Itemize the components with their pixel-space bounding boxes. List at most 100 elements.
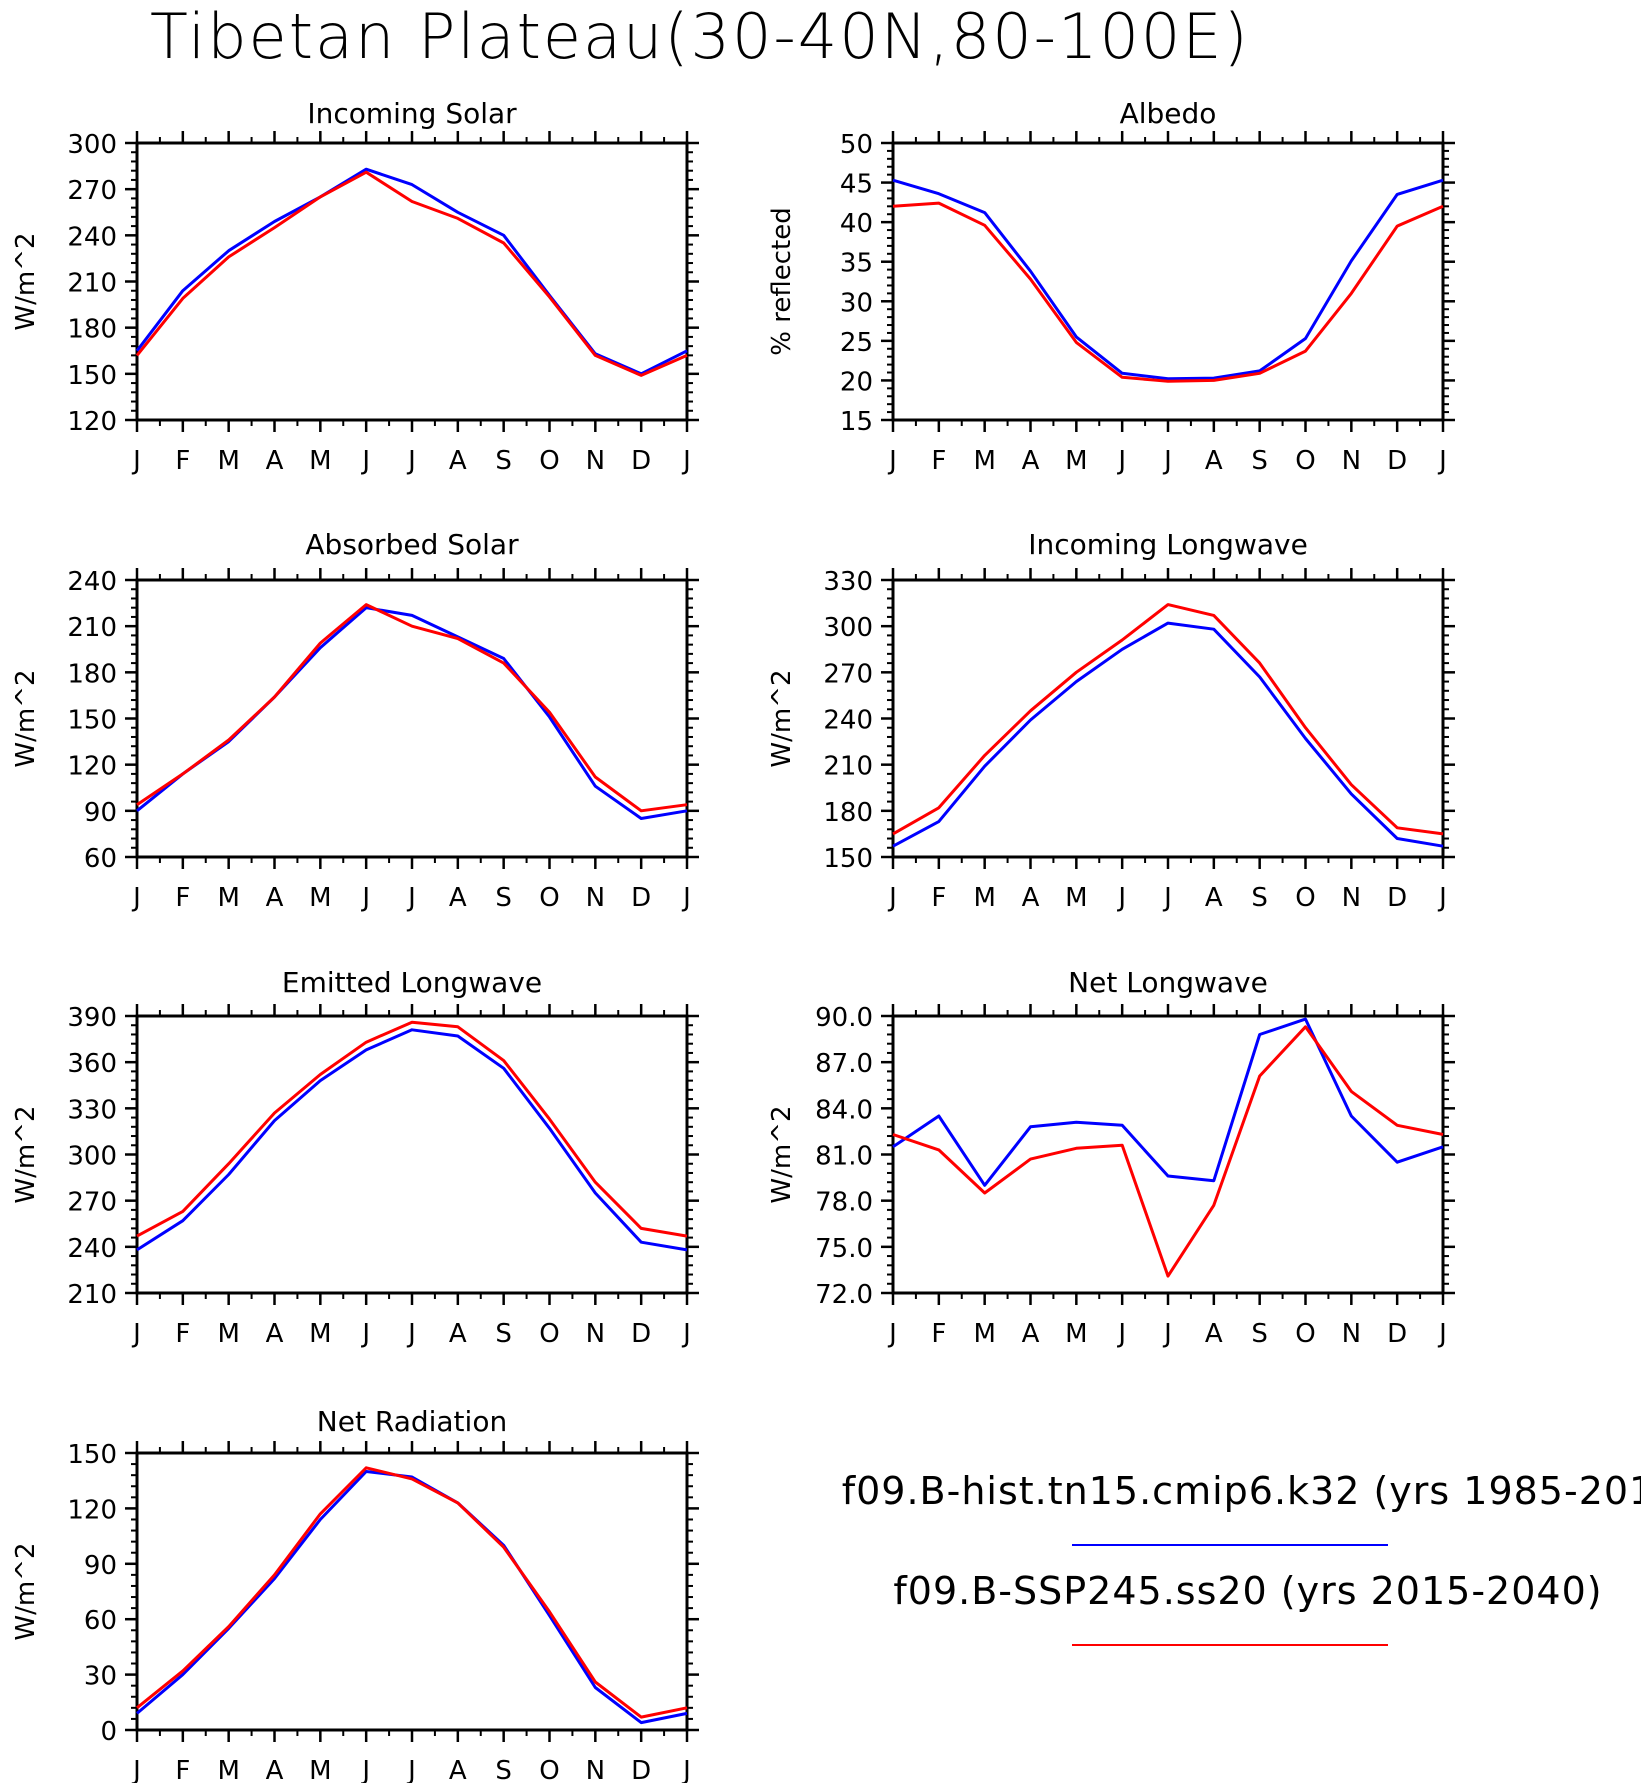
y-tick-label: 50: [840, 130, 873, 160]
y-tick-label: 120: [67, 1495, 117, 1525]
y-tick-label: 90: [84, 798, 117, 828]
y-axis-label: W/m^2: [11, 232, 41, 330]
x-tick-label: M: [217, 1756, 239, 1783]
y-tick-label: 180: [67, 315, 117, 345]
y-tick-label: 25: [840, 328, 873, 358]
x-tick-label: J: [1116, 446, 1126, 476]
x-tick-label: O: [1295, 446, 1315, 476]
x-tick-label: J: [131, 883, 141, 913]
plot-frame: [891, 1014, 1445, 1295]
legend-label: f09.B-SSP245.ss20 (yrs 2015-2040): [893, 1569, 1602, 1613]
x-tick-label: A: [266, 446, 284, 476]
x-tick-label: J: [360, 1756, 370, 1783]
x-tick-label: J: [887, 883, 897, 913]
legend: f09.B-hist.tn15.cmip6.k32 (yrs 1985-201 f…: [842, 1469, 1641, 1646]
series-line-blue: [136, 1028, 688, 1252]
y-tick-label: 90.0: [815, 1003, 873, 1033]
x-tick-label: A: [449, 446, 467, 476]
y-tick-label: 150: [67, 1440, 117, 1470]
x-tick-label: A: [449, 1756, 467, 1783]
x-tick-label: N: [1342, 883, 1361, 913]
x-tick-label: A: [1022, 1319, 1040, 1349]
x-tick-label: D: [631, 446, 651, 476]
x-tick-label: M: [973, 883, 995, 913]
x-tick-label: M: [1065, 446, 1087, 476]
x-tick-label: M: [1065, 1319, 1087, 1349]
x-tick-label: J: [887, 446, 897, 476]
y-tick-label: 150: [67, 706, 117, 736]
x-tick-label: A: [449, 1319, 467, 1349]
y-tick-label: 210: [823, 752, 873, 782]
panel-title: Net Longwave: [1068, 966, 1268, 999]
x-tick-label: M: [309, 446, 331, 476]
x-tick-label: J: [131, 1319, 141, 1349]
x-tick-label: J: [1162, 883, 1172, 913]
x-tick-label: J: [1437, 883, 1447, 913]
y-tick-label: 0: [100, 1717, 117, 1747]
x-tick-label: O: [539, 446, 559, 476]
y-tick-label: 300: [67, 130, 117, 160]
y-tick-label: 84.0: [815, 1095, 873, 1125]
y-tick-label: 20: [840, 367, 873, 397]
y-tick-label: 30: [840, 288, 873, 318]
y-tick-label: 90: [84, 1551, 117, 1581]
panel-title: Absorbed Solar: [305, 528, 519, 561]
x-tick-label: J: [681, 1319, 691, 1349]
series-line-blue: [892, 621, 1444, 848]
y-tick-label: 180: [67, 659, 117, 689]
x-tick-label: N: [1342, 446, 1361, 476]
x-tick-label: A: [1205, 1319, 1223, 1349]
x-tick-label: J: [131, 446, 141, 476]
x-tick-label: S: [495, 883, 512, 913]
series-line-blue: [892, 178, 1444, 381]
x-tick-label: N: [586, 1319, 605, 1349]
series-line-red: [892, 201, 1444, 383]
y-tick-label: 45: [840, 170, 873, 200]
x-tick-label: O: [1295, 883, 1315, 913]
y-tick-label: 300: [823, 613, 873, 643]
series-line-red: [136, 1466, 688, 1719]
x-tick-label: J: [681, 1756, 691, 1783]
x-tick-label: F: [175, 446, 190, 476]
series-line-red: [135, 170, 688, 377]
y-tick-label: 87.0: [815, 1049, 873, 1079]
y-tick-label: 210: [67, 1280, 117, 1310]
x-tick-label: N: [586, 1756, 605, 1783]
y-tick-label: 30: [84, 1662, 117, 1692]
x-tick-label: J: [1437, 1319, 1447, 1349]
x-tick-label: J: [406, 883, 416, 913]
x-tick-label: N: [586, 883, 605, 913]
x-tick-label: A: [1205, 446, 1223, 476]
y-tick-label: 81.0: [815, 1142, 873, 1172]
x-tick-label: J: [1437, 446, 1447, 476]
y-tick-label: 60: [84, 1606, 117, 1636]
series-line-blue: [136, 606, 688, 820]
y-tick-label: 270: [67, 176, 117, 206]
x-tick-label: O: [539, 1319, 559, 1349]
x-tick-label: S: [495, 1756, 512, 1783]
x-tick-label: J: [406, 1756, 416, 1783]
x-tick-label: M: [1065, 883, 1087, 913]
y-tick-label: 240: [823, 706, 873, 736]
panel-title: Net Radiation: [317, 1405, 507, 1438]
x-tick-label: O: [539, 1756, 559, 1783]
x-tick-label: J: [360, 446, 370, 476]
x-tick-label: J: [1162, 446, 1172, 476]
x-tick-label: M: [309, 1756, 331, 1783]
y-tick-label: 180: [823, 798, 873, 828]
x-tick-label: S: [1251, 1319, 1268, 1349]
series-line-blue: [892, 1017, 1444, 1187]
legend-label: f09.B-hist.tn15.cmip6.k32 (yrs 1985-201: [842, 1469, 1641, 1513]
x-tick-label: D: [1387, 446, 1407, 476]
x-tick-label: N: [586, 446, 605, 476]
x-tick-label: F: [175, 883, 190, 913]
x-tick-label: J: [1162, 1319, 1172, 1349]
x-tick-label: F: [175, 1319, 190, 1349]
y-tick-label: 330: [823, 567, 873, 597]
series-line-blue: [136, 1470, 688, 1725]
